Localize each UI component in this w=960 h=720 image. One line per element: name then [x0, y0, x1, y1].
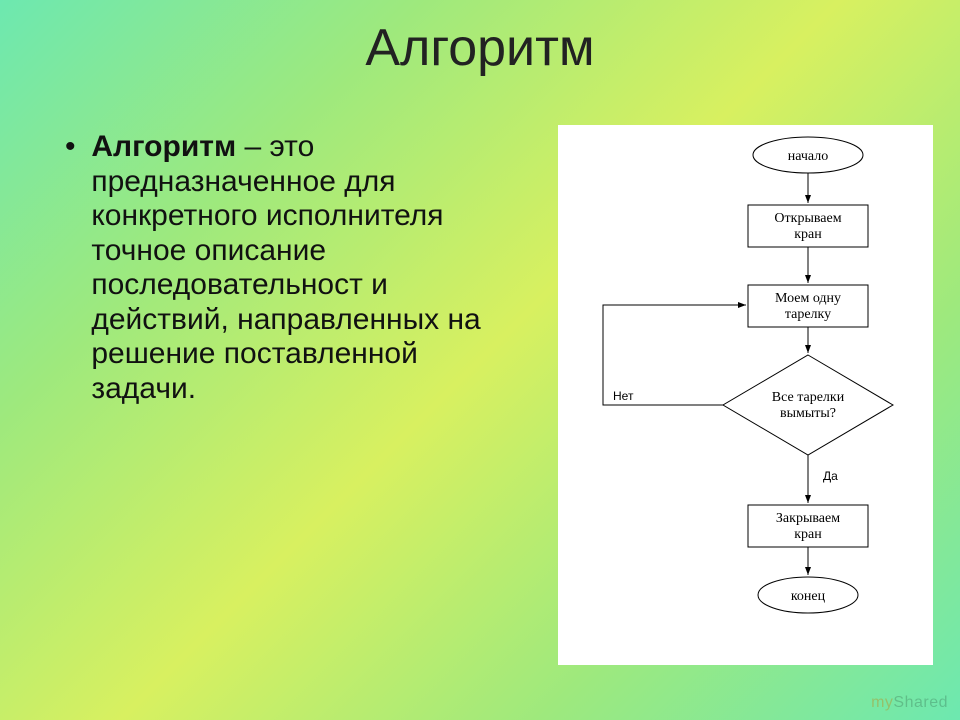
definition-term: Алгоритм: [91, 130, 236, 163]
node-close-label1: Закрываем: [776, 511, 840, 526]
bullet-icon: •: [65, 130, 83, 165]
node-open-label2: кран: [794, 227, 822, 242]
flowchart-svg: начало Открываем кран Моем одну тарелку …: [558, 125, 933, 635]
definition-rest: – это предназначенное для конкретного ис…: [91, 130, 480, 405]
node-cond: [723, 355, 893, 455]
definition-block: • Алгоритм – это предназначенное для кон…: [65, 130, 525, 406]
slide: Алгоритм • Алгоритм – это предназначенно…: [0, 0, 960, 720]
node-wash-label1: Моем одну: [775, 291, 841, 306]
label-yes: Да: [823, 469, 838, 483]
node-cond-label1: Все тарелки: [772, 390, 845, 405]
watermark: myShared: [871, 694, 948, 712]
flowchart-panel: начало Открываем кран Моем одну тарелку …: [558, 125, 933, 665]
node-wash-label2: тарелку: [785, 307, 831, 322]
definition-text: Алгоритм – это предназначенное для конкр…: [91, 130, 511, 406]
node-open-label1: Открываем: [774, 211, 841, 226]
watermark-my: my: [871, 694, 893, 711]
node-cond-label2: вымыты?: [780, 406, 836, 421]
node-start-label: начало: [788, 149, 829, 164]
watermark-shared: Shared: [893, 694, 948, 711]
node-end-label: конец: [791, 589, 826, 604]
label-no: Нет: [613, 389, 634, 403]
node-close-label2: кран: [794, 527, 822, 542]
slide-title: Алгоритм: [0, 18, 960, 78]
